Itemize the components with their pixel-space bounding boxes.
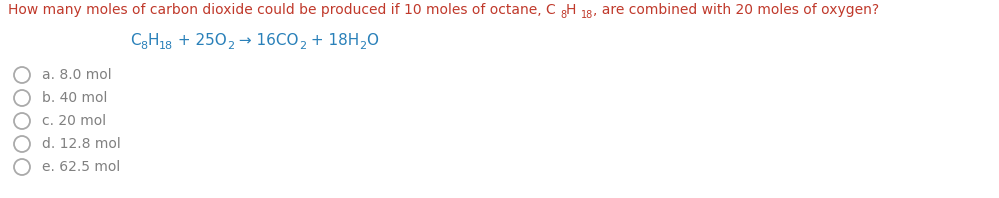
Text: 8: 8 [560,10,566,20]
Text: 2: 2 [359,41,367,51]
Text: , are combined with 20 moles of oxygen?: , are combined with 20 moles of oxygen? [593,3,879,17]
Text: b. 40 mol: b. 40 mol [42,91,107,105]
Text: d. 12.8 mol: d. 12.8 mol [42,137,121,151]
Text: e. 62.5 mol: e. 62.5 mol [42,160,120,174]
Text: O: O [367,33,379,48]
Text: 8: 8 [141,41,148,51]
Text: 18: 18 [581,10,593,20]
Text: + 18H: + 18H [306,33,359,48]
Text: C: C [130,33,141,48]
Text: 18: 18 [159,41,174,51]
Text: 2: 2 [299,41,306,51]
Text: + 25O: + 25O [174,33,227,48]
Text: c. 20 mol: c. 20 mol [42,114,106,128]
Text: a. 8.0 mol: a. 8.0 mol [42,68,112,82]
Text: 2: 2 [227,41,234,51]
Text: How many moles of carbon dioxide could be produced if 10 moles of octane, C: How many moles of carbon dioxide could b… [8,3,560,17]
Text: H: H [566,3,581,17]
Text: H: H [148,33,159,48]
Text: → 16CO: → 16CO [234,33,299,48]
